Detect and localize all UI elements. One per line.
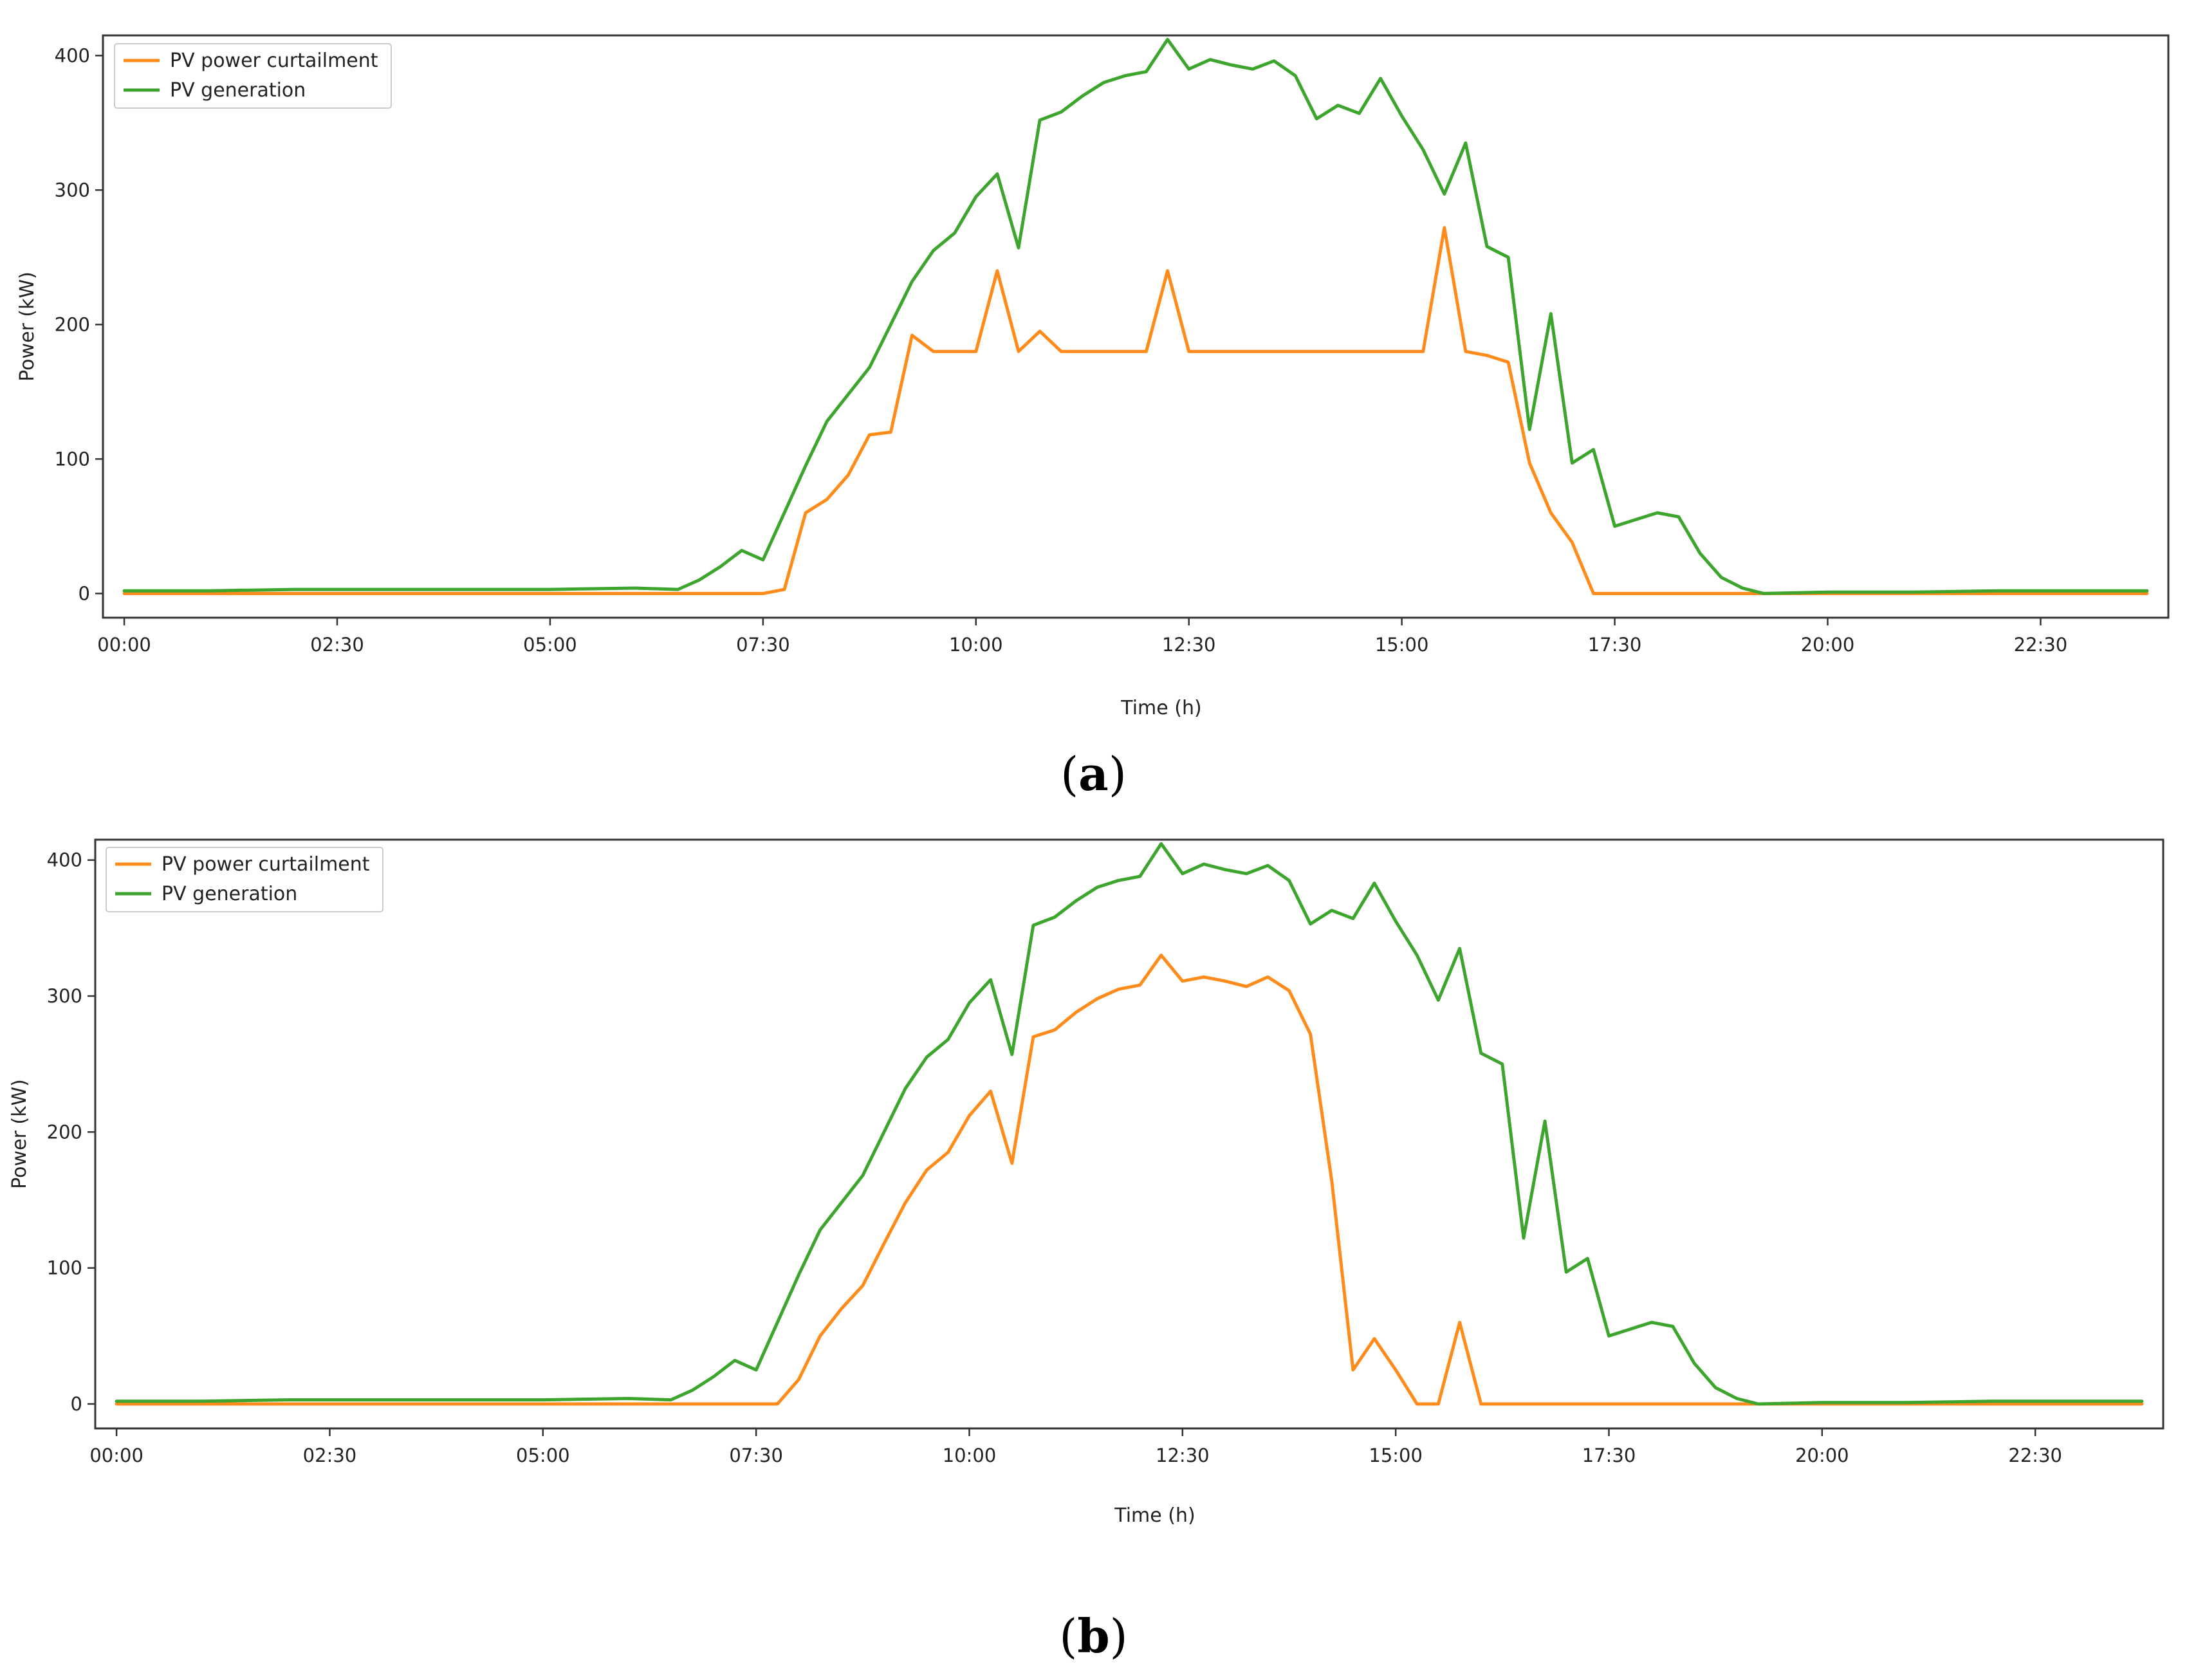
panel-label-b: (b) [0, 1609, 2187, 1663]
plot-frame [102, 34, 2170, 619]
x-tick-label: 17:30 [1588, 634, 1642, 656]
x-axis-title: Time (h) [1114, 1504, 1195, 1527]
panel-label-a-open: ( [1060, 747, 1079, 801]
series-line-pv-power-curtailment [115, 954, 2144, 1406]
x-axis-title: Time (h) [1120, 697, 1201, 719]
series-line-pv-generation [122, 37, 2149, 595]
y-tick-label: 200 [47, 1121, 82, 1143]
chart-a-svg: 00:00 02:30 05:00 07:30 10:00 12:30 15:00 17:30… [16, 34, 2170, 719]
panel-label-a-letter: a [1078, 746, 1109, 801]
panel-label-b-open: ( [1059, 1609, 1078, 1663]
x-tick-label: 07:30 [729, 1445, 783, 1466]
x-tick-label: 20:00 [1801, 634, 1855, 656]
x-tick-label: 05:00 [523, 634, 577, 656]
x-tick-label: 17:30 [1582, 1445, 1636, 1466]
legend-label-generation: PV generation [170, 79, 306, 102]
x-tick-label: 02:30 [303, 1445, 357, 1466]
x-tick-label: 12:30 [1156, 1445, 1210, 1466]
legend-label-curtailment: PV power curtailment [170, 50, 378, 72]
x-tick-label: 07:30 [736, 634, 790, 656]
y-axis-title: Power (kW) [8, 1079, 31, 1189]
y-tick-label: 100 [55, 448, 90, 470]
chart-panel-b: 00:00 02:30 05:00 07:30 10:00 12:30 15:00 17:30… [0, 824, 2187, 1680]
x-tick-label: 20:00 [1795, 1445, 1849, 1466]
y-tick-label: 0 [78, 582, 90, 604]
x-tick-label: 00:00 [97, 634, 151, 656]
panel-label-b-letter: b [1077, 1609, 1110, 1663]
x-tick-label: 22:30 [2014, 634, 2068, 656]
panel-label-a: (a) [0, 746, 2187, 801]
series-line-pv-generation [115, 842, 2144, 1406]
y-tick-label: 0 [71, 1393, 82, 1415]
chart-b-svg: 00:00 02:30 05:00 07:30 10:00 12:30 15:00 17:30… [8, 838, 2164, 1527]
plot-frame [94, 838, 2164, 1430]
x-tick-label: 02:30 [310, 634, 364, 656]
x-tick-label: 10:00 [943, 1445, 997, 1466]
y-tick-label: 400 [55, 44, 90, 66]
x-tick-label: 22:30 [2008, 1445, 2062, 1466]
series-line-pv-power-curtailment [122, 226, 2149, 595]
x-tick-label: 10:00 [949, 634, 1003, 656]
y-axis-title: Power (kW) [16, 272, 39, 382]
x-tick-label: 15:00 [1375, 634, 1429, 656]
panel-label-b-close: ) [1109, 1609, 1128, 1663]
x-tick-label: 05:00 [516, 1445, 570, 1466]
x-tick-label: 00:00 [89, 1445, 143, 1466]
x-tick-label: 12:30 [1162, 634, 1216, 656]
panel-label-a-close: ) [1108, 747, 1127, 801]
y-tick-label: 300 [55, 179, 90, 201]
legend-label-curtailment: PV power curtailment [161, 853, 370, 876]
y-tick-label: 300 [47, 985, 82, 1007]
x-tick-label: 15:00 [1369, 1445, 1423, 1466]
y-tick-label: 100 [47, 1257, 82, 1279]
legend-label-generation: PV generation [161, 883, 297, 905]
y-tick-label: 200 [55, 313, 90, 335]
legend-box [114, 43, 392, 109]
legend-box [106, 847, 383, 912]
chart-panel-a: 00:00 02:30 05:00 07:30 10:00 12:30 15:00 17:30… [0, 0, 2187, 824]
y-tick-label: 400 [47, 849, 82, 871]
